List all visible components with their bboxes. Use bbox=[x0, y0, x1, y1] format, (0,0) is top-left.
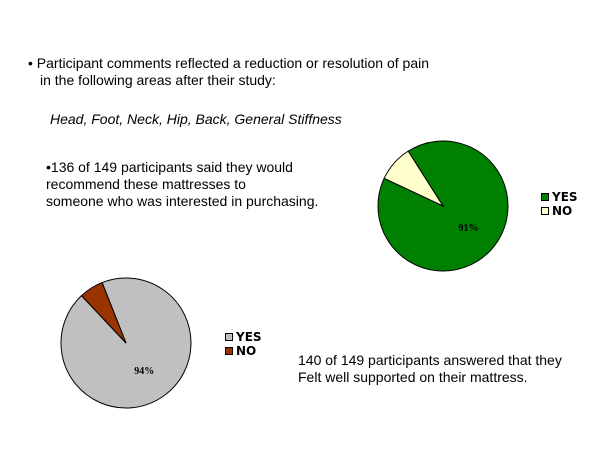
pain-reduction-line-1: • Participant comments reflected a reduc… bbox=[28, 55, 429, 71]
legend-item-no: NO bbox=[541, 204, 578, 218]
legend-item-yes: YES bbox=[225, 330, 262, 344]
pie-slice-no bbox=[383, 150, 445, 208]
pie-slice-no bbox=[80, 281, 127, 344]
legend-swatch-yes bbox=[541, 193, 549, 201]
support-caption: 140 of 149 participants answered that th… bbox=[298, 352, 562, 386]
pain-reduction-line-2: in the following areas after their study… bbox=[40, 72, 276, 88]
recommend-bullet: •136 of 149 participants said they would… bbox=[46, 159, 318, 210]
legend-label-yes: YES bbox=[236, 330, 262, 344]
pie-data-label-yes: 94% bbox=[134, 366, 154, 377]
legend-item-no: NO bbox=[225, 344, 262, 358]
pain-reduction-bullet: • Participant comments reflected a reduc… bbox=[28, 55, 429, 89]
recommend-line-3: someone who was interested in purchasing… bbox=[46, 193, 319, 209]
support-legend: YES NO bbox=[225, 330, 262, 358]
recommend-pie-chart: 91% bbox=[377, 140, 509, 272]
legend-label-yes: YES bbox=[552, 190, 578, 204]
legend-swatch-no bbox=[541, 207, 549, 215]
legend-label-no: NO bbox=[236, 344, 257, 358]
legend-swatch-yes bbox=[225, 333, 233, 341]
pie-data-label-yes: 91% bbox=[459, 223, 479, 234]
legend-swatch-no bbox=[225, 347, 233, 355]
legend-item-yes: YES bbox=[541, 190, 578, 204]
recommend-legend: YES NO bbox=[541, 190, 578, 218]
recommend-line-1: •136 of 149 participants said they would bbox=[46, 159, 293, 175]
legend-label-no: NO bbox=[552, 204, 573, 218]
support-caption-line-1: 140 of 149 participants answered that th… bbox=[298, 352, 562, 368]
support-pie-chart: 94% bbox=[60, 277, 192, 409]
pain-areas-list: Head, Foot, Neck, Hip, Back, General Sti… bbox=[50, 111, 342, 127]
support-caption-line-2: Felt well supported on their mattress. bbox=[298, 369, 528, 385]
recommend-line-2: recommend these mattresses to bbox=[46, 176, 246, 192]
